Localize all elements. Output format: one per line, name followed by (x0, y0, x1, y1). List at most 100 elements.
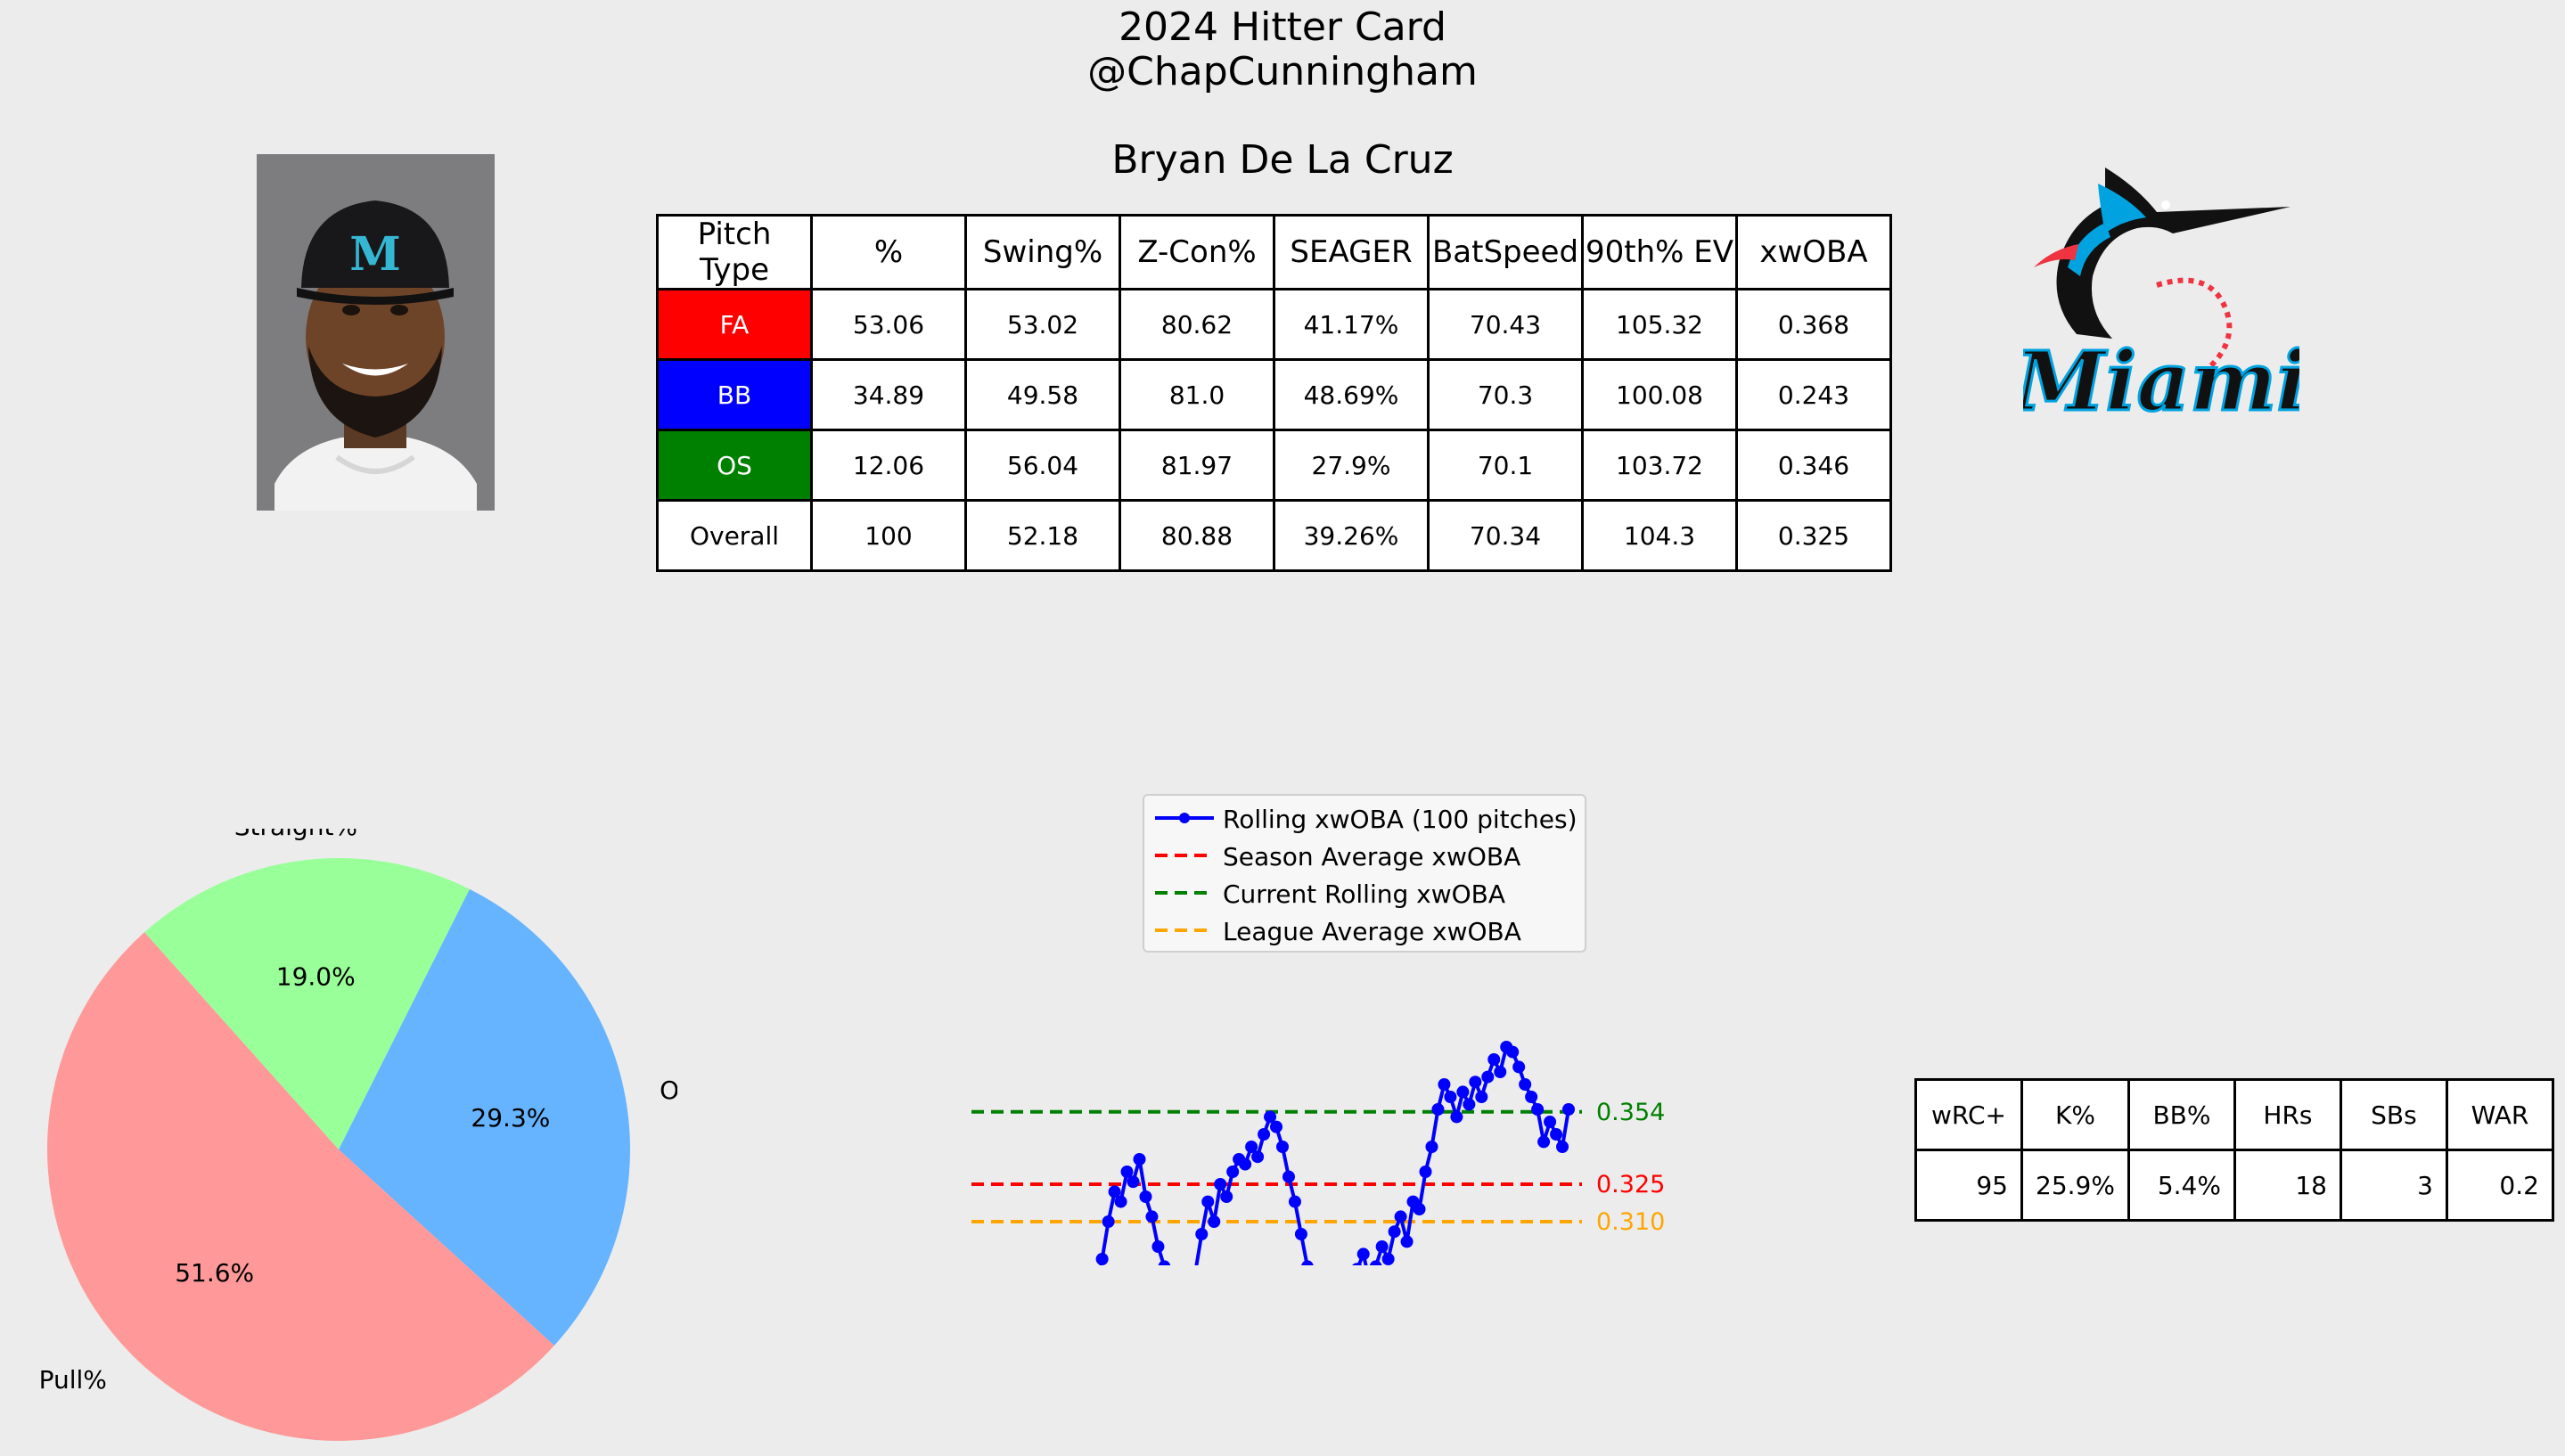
table-cell: 53.06 (810, 288, 967, 361)
pitch-type-cell: OS (656, 429, 813, 502)
data-point (1487, 1053, 1501, 1066)
table-cell: 70.1 (1427, 429, 1584, 502)
data-point (1145, 1210, 1159, 1223)
data-point (1133, 1153, 1146, 1166)
data-point (1282, 1170, 1295, 1183)
stats-header: HRs (2233, 1078, 2342, 1151)
table-row: Overall 100 52.18 80.88 39.26% 70.34 104… (656, 499, 1892, 572)
data-point (1537, 1135, 1551, 1149)
table-cell: 100.08 (1581, 358, 1738, 431)
data-point (1525, 1091, 1538, 1103)
data-point (1519, 1078, 1532, 1091)
data-point (1258, 1128, 1271, 1141)
rolling-xwoba-line-chart: 0.354 0.325 0.310 (971, 1041, 1665, 1265)
data-point (1220, 1190, 1233, 1203)
data-point (1375, 1240, 1389, 1253)
stats-header-row: wRC+ K% BB% HRs SBs WAR (1914, 1078, 2554, 1151)
data-point (1550, 1128, 1563, 1141)
data-point (1102, 1215, 1115, 1228)
svg-text:M: M (349, 227, 401, 282)
pitch-table-header: xwOBA (1735, 214, 1892, 290)
data-point (1381, 1253, 1395, 1265)
stats-value: 5.4% (2127, 1149, 2236, 1222)
table-cell: 0.368 (1735, 288, 1892, 361)
data-point (1288, 1195, 1301, 1208)
data-point (1108, 1185, 1121, 1198)
title-line-2: @ChapCunningham (1087, 49, 1478, 94)
legend-item: Current Rolling xwOBA (1144, 874, 1585, 912)
data-point (1127, 1175, 1140, 1189)
data-point (1139, 1190, 1152, 1203)
data-point (1239, 1157, 1252, 1171)
table-row: OS 12.06 56.04 81.97 27.9% 70.1 103.72 0… (656, 429, 1892, 502)
legend-swatch-line-marker (1155, 813, 1214, 823)
pitch-type-cell: BB (656, 358, 813, 431)
pie-slice-label: Pull% (39, 1365, 107, 1395)
stats-header: WAR (2445, 1078, 2554, 1151)
stats-header: BB% (2127, 1078, 2236, 1151)
data-point (1475, 1091, 1488, 1103)
table-cell: 70.3 (1427, 358, 1584, 431)
data-point (1425, 1141, 1438, 1153)
pie-slice-label: Straight% (234, 829, 357, 841)
table-cell: 41.17% (1273, 288, 1430, 361)
stats-header: SBs (2339, 1078, 2448, 1151)
data-point (1120, 1166, 1134, 1178)
table-cell: 49.58 (964, 358, 1121, 431)
data-point (1214, 1178, 1227, 1190)
pitch-type-cell: Overall (656, 499, 813, 572)
table-cell: 81.0 (1119, 358, 1275, 431)
data-point (1301, 1260, 1314, 1265)
stats-header: wRC+ (1914, 1078, 2023, 1151)
data-point (1469, 1076, 1482, 1089)
data-point (1400, 1235, 1414, 1248)
table-cell: 0.243 (1735, 358, 1892, 431)
pitch-table-header: Pitch Type (656, 214, 813, 290)
data-point (1531, 1103, 1545, 1116)
title-line-1: 2024 Hitter Card (1119, 4, 1446, 50)
table-cell: 70.43 (1427, 288, 1584, 361)
table-cell: 56.04 (964, 429, 1121, 502)
data-point (1456, 1085, 1470, 1099)
data-point (1562, 1103, 1575, 1116)
data-point (1352, 1263, 1363, 1265)
marlins-logo-icon: Miami (2011, 151, 2309, 446)
pitch-table-header: 90th% EV (1581, 214, 1738, 290)
spray-direction-pie-chart: 51.6% Pull% 29.3% Oppo% 19.0% Straight% (39, 829, 677, 1441)
legend-item: League Average xwOBA (1144, 912, 1585, 949)
data-point (1264, 1110, 1277, 1124)
data-point (1544, 1116, 1557, 1128)
table-cell: 80.88 (1119, 499, 1275, 572)
data-point (1556, 1141, 1569, 1153)
data-point (1208, 1215, 1221, 1228)
table-cell: 104.3 (1581, 499, 1738, 572)
legend-item: Season Average xwOBA (1144, 837, 1585, 874)
stats-value-row: 95 25.9% 5.4% 18 3 0.2 (1914, 1149, 2554, 1222)
stats-value: 18 (2233, 1149, 2342, 1222)
data-point (1294, 1228, 1307, 1240)
data-point (1369, 1260, 1382, 1265)
legend-swatch-dashed (1155, 891, 1214, 895)
pitch-table-header: Z-Con% (1119, 214, 1275, 290)
pitch-table-header: BatSpeed (1427, 214, 1584, 290)
player-headshot: M (257, 154, 495, 511)
legend-label: Season Average xwOBA (1223, 842, 1521, 871)
pitch-type-cell: FA (656, 288, 813, 361)
table-cell: 53.02 (964, 288, 1121, 361)
data-point (1251, 1150, 1265, 1164)
table-cell: 12.06 (810, 429, 967, 502)
pitch-table-header-row: Pitch Type % Swing% Z-Con% SEAGER BatSpe… (656, 214, 1892, 290)
data-point (1419, 1166, 1432, 1178)
table-cell: 27.9% (1273, 429, 1430, 502)
pie-slice (47, 932, 554, 1441)
pie-slice (339, 888, 631, 1346)
stats-value: 0.2 (2445, 1149, 2554, 1222)
table-cell: 81.97 (1119, 429, 1275, 502)
legend-swatch-dashed (1155, 928, 1214, 932)
data-point (1450, 1110, 1463, 1124)
data-point (1438, 1078, 1451, 1091)
table-cell: 70.34 (1427, 499, 1584, 572)
reference-line-label: 0.325 (1596, 1171, 1665, 1198)
data-point (1512, 1060, 1526, 1074)
table-cell: 34.89 (810, 358, 967, 431)
